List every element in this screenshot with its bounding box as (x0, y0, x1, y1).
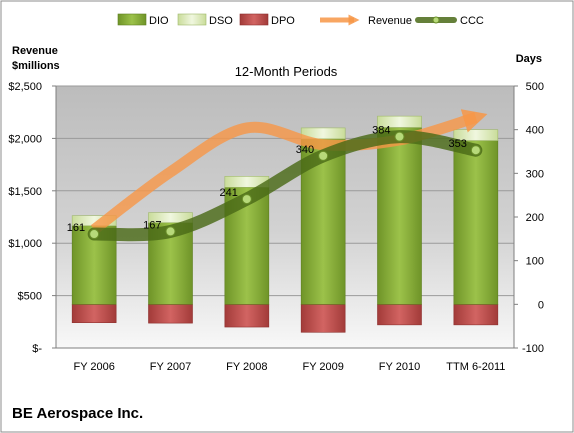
bar-dpo (377, 304, 422, 326)
y-right-tick-label: 400 (526, 125, 544, 137)
bar-dpo (453, 304, 499, 326)
bar-dso (377, 115, 422, 128)
x-tick-label: FY 2007 (150, 361, 191, 373)
bar-dpo (300, 304, 346, 333)
legend-marker-ccc (432, 16, 440, 24)
bar-dio (453, 140, 499, 305)
ccc-point (318, 150, 329, 161)
lines: 161 167 241 340 384 353 (67, 109, 488, 242)
legend-swatch-dpo (239, 13, 269, 26)
ccc-point (165, 226, 176, 237)
bar-dpo (71, 304, 117, 323)
y-left-tick-label: $1,500 (8, 186, 42, 198)
y-right-tick-label: 0 (538, 299, 544, 311)
bar-dpo (148, 304, 193, 324)
bar-dso (300, 127, 346, 140)
legend-label-dio: DIO (149, 15, 169, 27)
y-right-tick-label: -100 (522, 343, 544, 355)
y-left-label-line1: Revenue (12, 45, 58, 57)
ccc-point (394, 131, 405, 142)
x-tick-label: FY 2006 (73, 361, 114, 373)
y-left-tick-label: $1,000 (8, 238, 42, 250)
y-right-tick-label: 300 (526, 168, 544, 180)
chart-title: 12-Month Periods (235, 64, 338, 79)
y-left-tick-label: $- (32, 343, 42, 355)
axes: $- $500 $1,000 $1,500 $2,000 $2,500 -100 0 100 20… (8, 81, 544, 373)
y-left-tick-label: $2,500 (8, 81, 42, 93)
ccc-data-label: 340 (296, 144, 314, 156)
ccc-point (470, 145, 481, 156)
y-left-tick-label: $500 (18, 291, 42, 303)
ccc-point (89, 229, 100, 240)
y-right-label: Days (516, 53, 542, 65)
x-tick-label: TTM 6-2011 (446, 361, 505, 373)
ccc-data-label: 353 (448, 138, 466, 150)
legend-swatch-dso (177, 13, 207, 26)
ccc-data-label: 241 (219, 187, 237, 199)
legend-label-revenue: Revenue (368, 15, 412, 27)
y-right-tick-label: 100 (526, 256, 544, 268)
y-left-tick-label: $2,000 (8, 133, 42, 145)
x-tick-label: FY 2010 (379, 361, 420, 373)
x-tick-label: FY 2009 (302, 361, 343, 373)
y-left-label-line2: $millions (12, 60, 60, 72)
legend-label-ccc: CCC (460, 15, 484, 27)
bar-dpo (224, 304, 270, 328)
ccc-point (241, 194, 252, 205)
legend-label-dpo: DPO (271, 15, 295, 27)
ccc-data-label: 161 (67, 222, 85, 234)
legend-label-dso: DSO (209, 15, 233, 27)
ccc-data-label: 384 (372, 125, 390, 137)
legend: DIO DSO DPO Revenue CCC (117, 13, 484, 27)
x-tick-label: FY 2008 (226, 361, 267, 373)
y-right-tick-label: 200 (526, 212, 544, 224)
y-right-tick-label: 500 (526, 81, 544, 93)
ccc-data-label: 167 (143, 219, 161, 231)
legend-swatch-dio (117, 13, 147, 26)
bar-dio (377, 127, 422, 305)
company-name: BE Aerospace Inc. (12, 405, 143, 422)
